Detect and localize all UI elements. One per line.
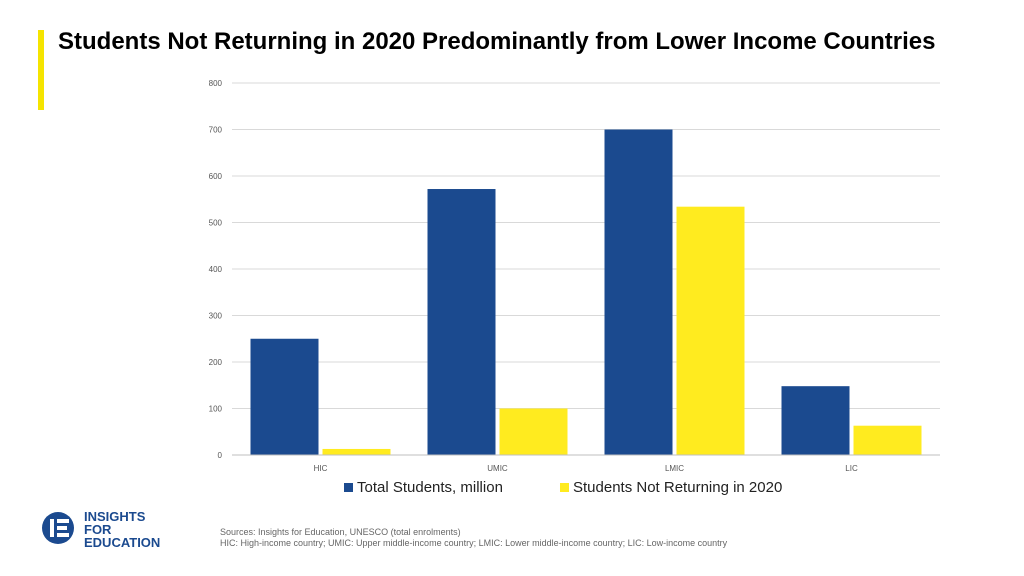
bar-lic-series-2: [853, 425, 922, 455]
x-tick-label: HIC: [314, 464, 328, 473]
legend-swatch: [344, 483, 353, 492]
y-tick-label: 800: [209, 79, 223, 88]
bar-hic-series-1: [250, 338, 319, 455]
logo-line-insights: INSIGHTS: [84, 509, 146, 524]
abbreviations-note: HIC: High-income country; UMIC: Upper mi…: [220, 538, 728, 548]
x-tick-label: UMIC: [487, 464, 508, 473]
bar-lmic-series-2: [676, 206, 745, 455]
legend-label: Total Students, million: [357, 479, 503, 496]
legend-swatch: [560, 483, 569, 492]
y-tick-label: 700: [209, 126, 223, 135]
logo-line-for: FOR: [84, 522, 112, 537]
legend-label: Students Not Returning in 2020: [573, 479, 782, 496]
bar-umic-series-2: [499, 408, 568, 455]
y-tick-label: 300: [209, 312, 223, 321]
bar-hic-series-2: [322, 448, 391, 455]
y-tick-label: 600: [209, 172, 223, 181]
x-tick-label: LMIC: [665, 464, 684, 473]
y-tick-label: 0: [218, 451, 223, 460]
footer-sources: Sources: Insights for Education, UNESCO …: [220, 527, 727, 549]
ie-logo-icon: [42, 512, 74, 544]
y-tick-label: 400: [209, 265, 223, 274]
sources-text: Sources: Insights for Education, UNESCO …: [220, 527, 461, 537]
y-tick-label: 500: [209, 219, 223, 228]
y-tick-label: 200: [209, 358, 223, 367]
bar-lic-series-1: [781, 386, 850, 455]
logo-line-education: EDUCATION: [84, 535, 161, 550]
bar-lmic-series-1: [604, 129, 673, 455]
title-accent-bar: [38, 30, 44, 110]
bar-umic-series-1: [427, 189, 496, 455]
insights-for-education-logo: INSIGHTS FOR EDUCATION: [38, 510, 188, 554]
y-tick-label: 100: [209, 405, 223, 414]
page-title: Students Not Returning in 2020 Predomina…: [58, 28, 936, 55]
x-tick-label: LIC: [845, 464, 858, 473]
